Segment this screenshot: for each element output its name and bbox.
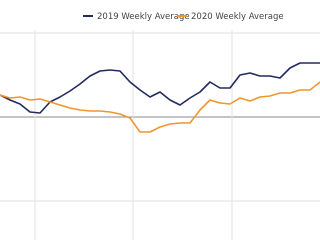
series-line [0, 62, 320, 114]
legend-label: 2020 Weekly Average [191, 12, 284, 22]
legend-label: 2019 Weekly Average [97, 12, 190, 22]
series-line [0, 81, 320, 133]
